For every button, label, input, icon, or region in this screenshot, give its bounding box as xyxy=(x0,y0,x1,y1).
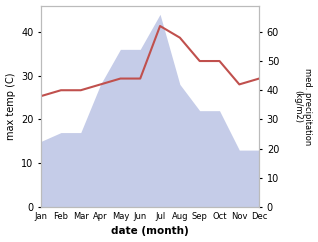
Y-axis label: med. precipitation
(kg/m2): med. precipitation (kg/m2) xyxy=(293,68,313,145)
Y-axis label: max temp (C): max temp (C) xyxy=(5,73,16,140)
X-axis label: date (month): date (month) xyxy=(111,227,189,236)
